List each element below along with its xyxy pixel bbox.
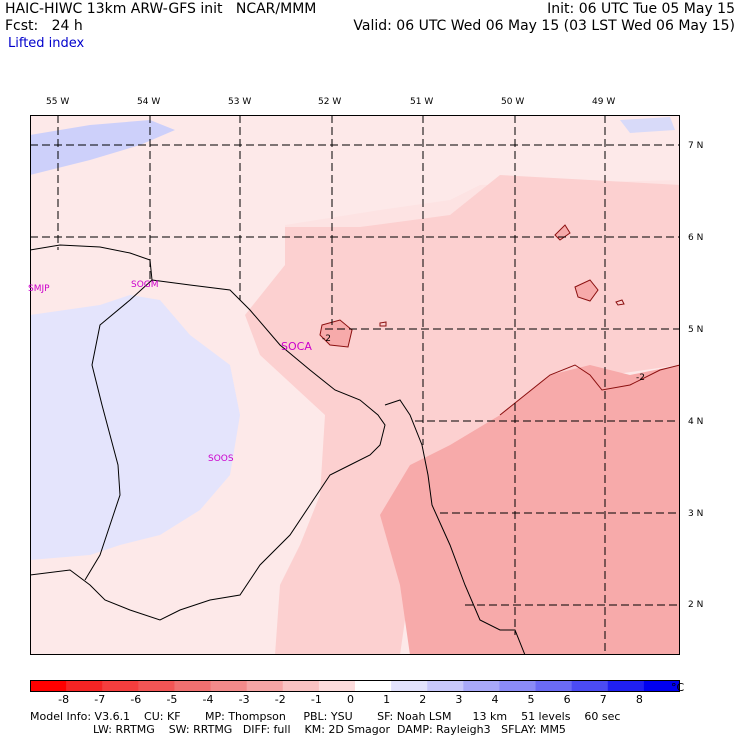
colorbar-tick-label: 7: [599, 693, 607, 706]
colorbar: [30, 680, 680, 692]
graticule: [30, 115, 680, 655]
colorbar-swatch: [355, 680, 392, 692]
fg-brazil-border: [384, 399, 526, 655]
colorbar-frame: [30, 680, 680, 692]
lat-label: 3 N: [688, 509, 704, 519]
colorbar-swatch: [246, 680, 284, 692]
lon-label: 54 W: [137, 97, 161, 107]
colorbar-swatch: [427, 680, 464, 692]
colorbar-swatch: [30, 680, 67, 692]
valid-time: Valid: 06 UTC Wed 06 May 15 (03 LST Wed …: [353, 18, 735, 34]
colorbar-swatch: [607, 680, 645, 692]
lon-label: 49 W: [592, 97, 616, 107]
colorbar-swatch: [499, 680, 537, 692]
init-time: Init: 06 UTC Tue 05 May 15: [547, 1, 735, 17]
lat-label: 7 N: [688, 141, 704, 151]
colorbar-tick-label: -3: [238, 693, 250, 706]
model-title: HAIC-HIWC 13km ARW-GFS init NCAR/MMM: [5, 1, 317, 17]
contour-label: -2: [322, 334, 331, 344]
colorbar-swatch: [138, 680, 175, 692]
region-light-pink: [245, 175, 680, 655]
colorbar-swatch: [174, 680, 212, 692]
lon-label: 52 W: [318, 97, 342, 107]
station-label: SOGM: [131, 280, 159, 290]
colorbar-tick-label: 6: [563, 693, 571, 706]
patch-medium-pink-1: [320, 320, 352, 347]
colorbar-swatch: [643, 680, 680, 692]
colorbar-labels: -8 -7 -6 -5 -4 -3 -2 -1 0 1 2 3 4 5 6 7 8 °C: [30, 682, 690, 706]
colorbar-swatch: [318, 680, 356, 692]
colorbar-tick-label: 8: [635, 693, 643, 706]
station-label: SOOS: [208, 454, 234, 464]
contour-line: [615, 299, 625, 306]
colorbar-swatch: [391, 680, 428, 692]
contour-line: [379, 321, 387, 327]
lat-label: 5 N: [688, 325, 704, 335]
colorbar-tick-label: -2: [274, 693, 286, 706]
contour-line: [319, 319, 353, 348]
colorbar-tick-label: -5: [166, 693, 178, 706]
colorbar-tick-label: 0: [347, 693, 354, 706]
map-frame: [30, 115, 680, 655]
colorbar-swatch: [102, 680, 139, 692]
colorbar-swatch: [210, 680, 248, 692]
lifted-index-map: [30, 115, 680, 655]
colorbar-tick-label: -1: [310, 693, 322, 706]
patch-medium-pink-2: [555, 225, 570, 240]
colorbar-tick-label: -8: [58, 693, 70, 706]
field-name: Lifted index: [8, 36, 85, 51]
colorbar-tick-label: -7: [94, 693, 106, 706]
patch-medium-pink-3: [575, 280, 598, 301]
contour-line: [574, 279, 599, 302]
model-info-line2: LW: RRTMG SW: RRTMG DIFF: full KM: 2D Sm…: [30, 723, 566, 736]
suriname-border: [84, 279, 153, 581]
region-lavender: [30, 295, 240, 560]
colorbar-swatch: [571, 680, 609, 692]
lon-label: 50 W: [501, 97, 525, 107]
lat-label: 2 N: [688, 600, 704, 610]
colorbar-swatch: [282, 680, 320, 692]
model-info-line1: Model Info: V3.6.1 CU: KF MP: Thompson P…: [30, 710, 621, 723]
lon-label: 51 W: [410, 97, 434, 107]
colorbar-swatch: [463, 680, 500, 692]
region-medium-pink: [380, 365, 680, 655]
contour-lines: [319, 224, 680, 416]
contour-line: [499, 364, 680, 416]
colorbar-tick-label: 5: [527, 693, 535, 706]
colorbar-tick-label: -6: [130, 693, 142, 706]
forecast-hour: Fcst: 24 h: [5, 18, 83, 34]
lat-label: 6 N: [688, 233, 704, 243]
colorbar-tick-label: 3: [455, 693, 463, 706]
lat-label: 4 N: [688, 417, 704, 427]
lon-label: 55 W: [46, 97, 70, 107]
colorbar-unit: °C: [671, 681, 685, 694]
contour-label: -2: [636, 373, 645, 383]
colorbar-tick-label: 1: [383, 693, 391, 706]
colorbar-swatch: [535, 680, 573, 692]
region-light-blue: [30, 120, 175, 175]
contour-line: [554, 224, 571, 241]
colorbar-tick-label: -4: [202, 693, 214, 706]
colorbar-swatch: [66, 680, 103, 692]
lon-label: 53 W: [228, 97, 252, 107]
fg-suriname-border: [30, 279, 386, 621]
station-label: SMJP: [28, 284, 50, 294]
colorbar-tick-label: 4: [491, 693, 499, 706]
station-label: SOCA: [281, 340, 312, 353]
colorbar-tick-label: 2: [419, 693, 427, 706]
region-light-blue-2: [620, 117, 675, 133]
